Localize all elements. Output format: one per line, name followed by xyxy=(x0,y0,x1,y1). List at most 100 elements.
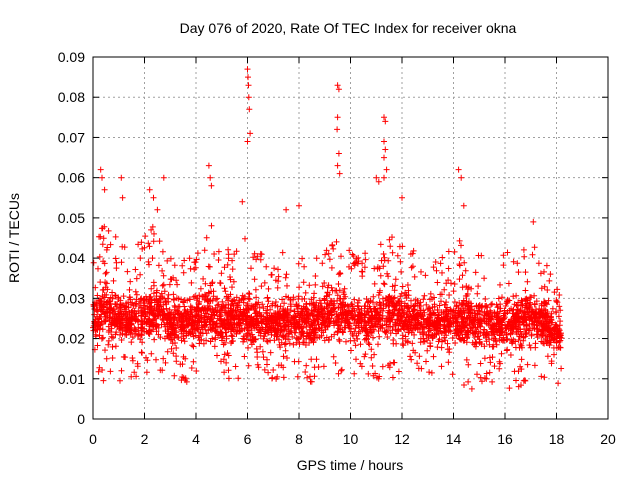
data-point xyxy=(241,293,248,300)
data-point xyxy=(109,355,116,361)
data-point xyxy=(521,253,528,260)
data-point xyxy=(414,360,421,367)
data-point xyxy=(267,306,274,313)
data-point xyxy=(202,280,209,287)
data-point xyxy=(192,313,199,320)
data-point xyxy=(463,314,470,321)
data-point xyxy=(298,329,305,336)
data-point xyxy=(423,331,430,338)
data-points xyxy=(90,66,565,392)
data-point xyxy=(495,303,501,310)
data-point xyxy=(417,339,424,346)
data-point xyxy=(409,250,416,257)
data-point xyxy=(476,311,483,318)
data-point xyxy=(312,329,319,336)
data-point xyxy=(348,326,354,332)
data-point xyxy=(461,337,468,344)
data-point xyxy=(162,328,169,334)
data-point xyxy=(169,329,176,335)
data-point xyxy=(426,369,433,376)
data-point xyxy=(341,285,348,292)
data-point xyxy=(112,292,119,299)
data-point xyxy=(270,367,277,373)
data-point xyxy=(467,300,474,307)
data-point xyxy=(229,257,236,264)
data-point xyxy=(469,339,476,346)
data-point xyxy=(520,314,527,321)
data-point xyxy=(149,307,156,314)
data-point xyxy=(99,367,106,373)
data-point xyxy=(257,332,264,339)
data-point xyxy=(221,285,228,292)
data-point xyxy=(258,312,264,319)
data-point xyxy=(308,296,315,303)
data-point xyxy=(213,320,220,326)
data-point xyxy=(377,241,384,248)
data-point xyxy=(464,319,470,326)
data-point xyxy=(502,303,509,309)
data-point xyxy=(504,346,511,353)
data-point xyxy=(481,326,488,333)
data-point xyxy=(428,369,435,376)
data-point xyxy=(167,255,174,262)
data-point xyxy=(153,296,160,303)
data-point xyxy=(145,240,152,247)
data-point xyxy=(418,365,425,372)
data-point xyxy=(94,292,101,299)
data-point xyxy=(146,310,153,317)
data-point xyxy=(399,332,406,339)
data-point xyxy=(409,326,416,333)
data-point xyxy=(427,311,434,317)
data-point xyxy=(154,306,161,313)
data-point xyxy=(91,311,98,318)
data-point xyxy=(102,270,109,277)
data-point xyxy=(133,275,140,282)
data-point xyxy=(451,330,458,337)
data-point xyxy=(262,330,269,337)
data-point xyxy=(173,345,180,351)
data-point xyxy=(556,322,563,329)
data-point xyxy=(336,336,343,343)
data-point xyxy=(392,321,399,328)
data-point xyxy=(460,323,467,330)
data-point xyxy=(246,296,253,303)
data-point xyxy=(380,280,387,287)
data-point xyxy=(211,312,218,319)
data-point xyxy=(384,334,391,340)
data-point xyxy=(222,304,229,311)
data-point xyxy=(150,194,157,201)
data-point xyxy=(515,269,522,276)
data-point xyxy=(396,243,403,250)
x-axis-label: GPS time / hours xyxy=(297,457,404,473)
data-point xyxy=(477,322,483,329)
data-point xyxy=(380,263,387,270)
data-point xyxy=(482,296,489,302)
data-point xyxy=(552,335,559,342)
data-point xyxy=(302,289,309,296)
data-point xyxy=(340,311,347,318)
data-point xyxy=(334,162,341,169)
data-point xyxy=(229,284,235,291)
data-point xyxy=(109,343,116,350)
data-point xyxy=(190,294,197,300)
data-point xyxy=(104,312,111,319)
data-point xyxy=(264,303,271,310)
data-point xyxy=(250,334,256,340)
data-point xyxy=(499,294,505,301)
data-point xyxy=(375,341,381,348)
data-point xyxy=(198,336,205,343)
data-point xyxy=(103,246,110,253)
data-point xyxy=(381,138,387,145)
data-point xyxy=(310,307,317,314)
data-point xyxy=(265,317,272,324)
data-point xyxy=(409,263,416,270)
data-point xyxy=(526,306,533,313)
data-point xyxy=(133,291,140,298)
data-point xyxy=(313,255,320,262)
data-point xyxy=(531,325,538,332)
data-point xyxy=(285,331,292,338)
data-point xyxy=(351,320,358,327)
data-point xyxy=(202,306,209,313)
data-point xyxy=(457,254,464,261)
data-point xyxy=(145,329,152,336)
